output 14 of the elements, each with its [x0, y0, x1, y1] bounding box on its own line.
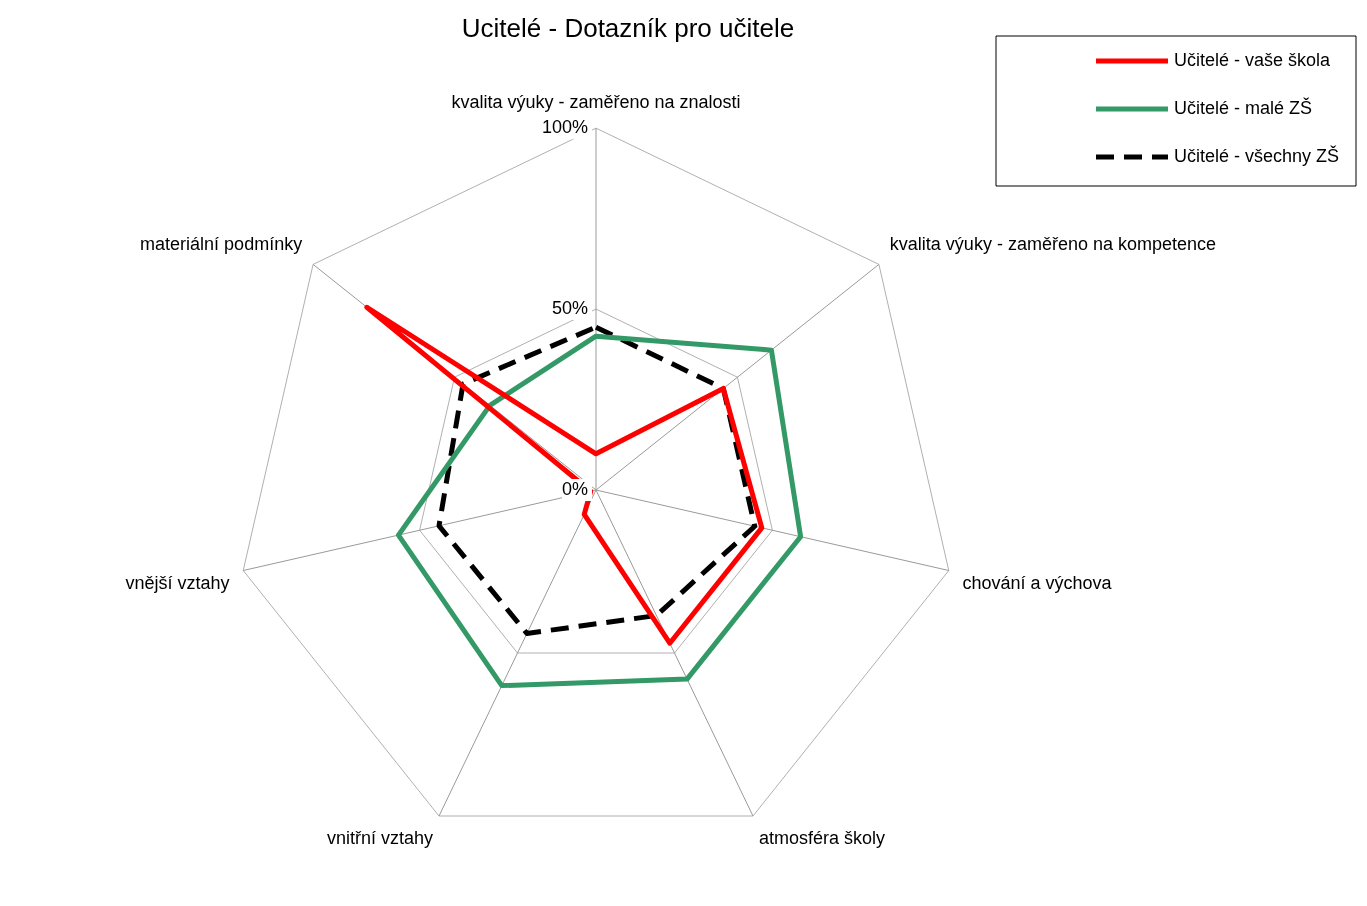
- y-tick-label: 0%: [561, 478, 588, 499]
- y-tick-label: 100%: [541, 117, 588, 138]
- legend-label: Učitelé - vaše škola: [1174, 49, 1332, 70]
- spoke-label: kvalita výuky - zaměřeno na znalosti: [451, 92, 741, 113]
- spoke-label: kvalita výuky - zaměřeno na kompetence: [889, 233, 1216, 254]
- chart-title: Ucitelé - Dotazník pro učitele: [461, 12, 795, 43]
- y-tick-label: 50%: [551, 298, 588, 319]
- spoke-label: atmosféra školy: [759, 828, 886, 849]
- spoke-label: vnitřní vztahy: [326, 828, 433, 849]
- legend-label: Učitelé - malé ZŠ: [1174, 96, 1313, 118]
- legend-label: Učitelé - všechny ZŠ: [1174, 144, 1340, 166]
- spoke-label: vnější vztahy: [125, 573, 230, 594]
- spoke-label: chování a výchova: [962, 573, 1113, 594]
- spoke-label: materiální podmínky: [140, 233, 303, 254]
